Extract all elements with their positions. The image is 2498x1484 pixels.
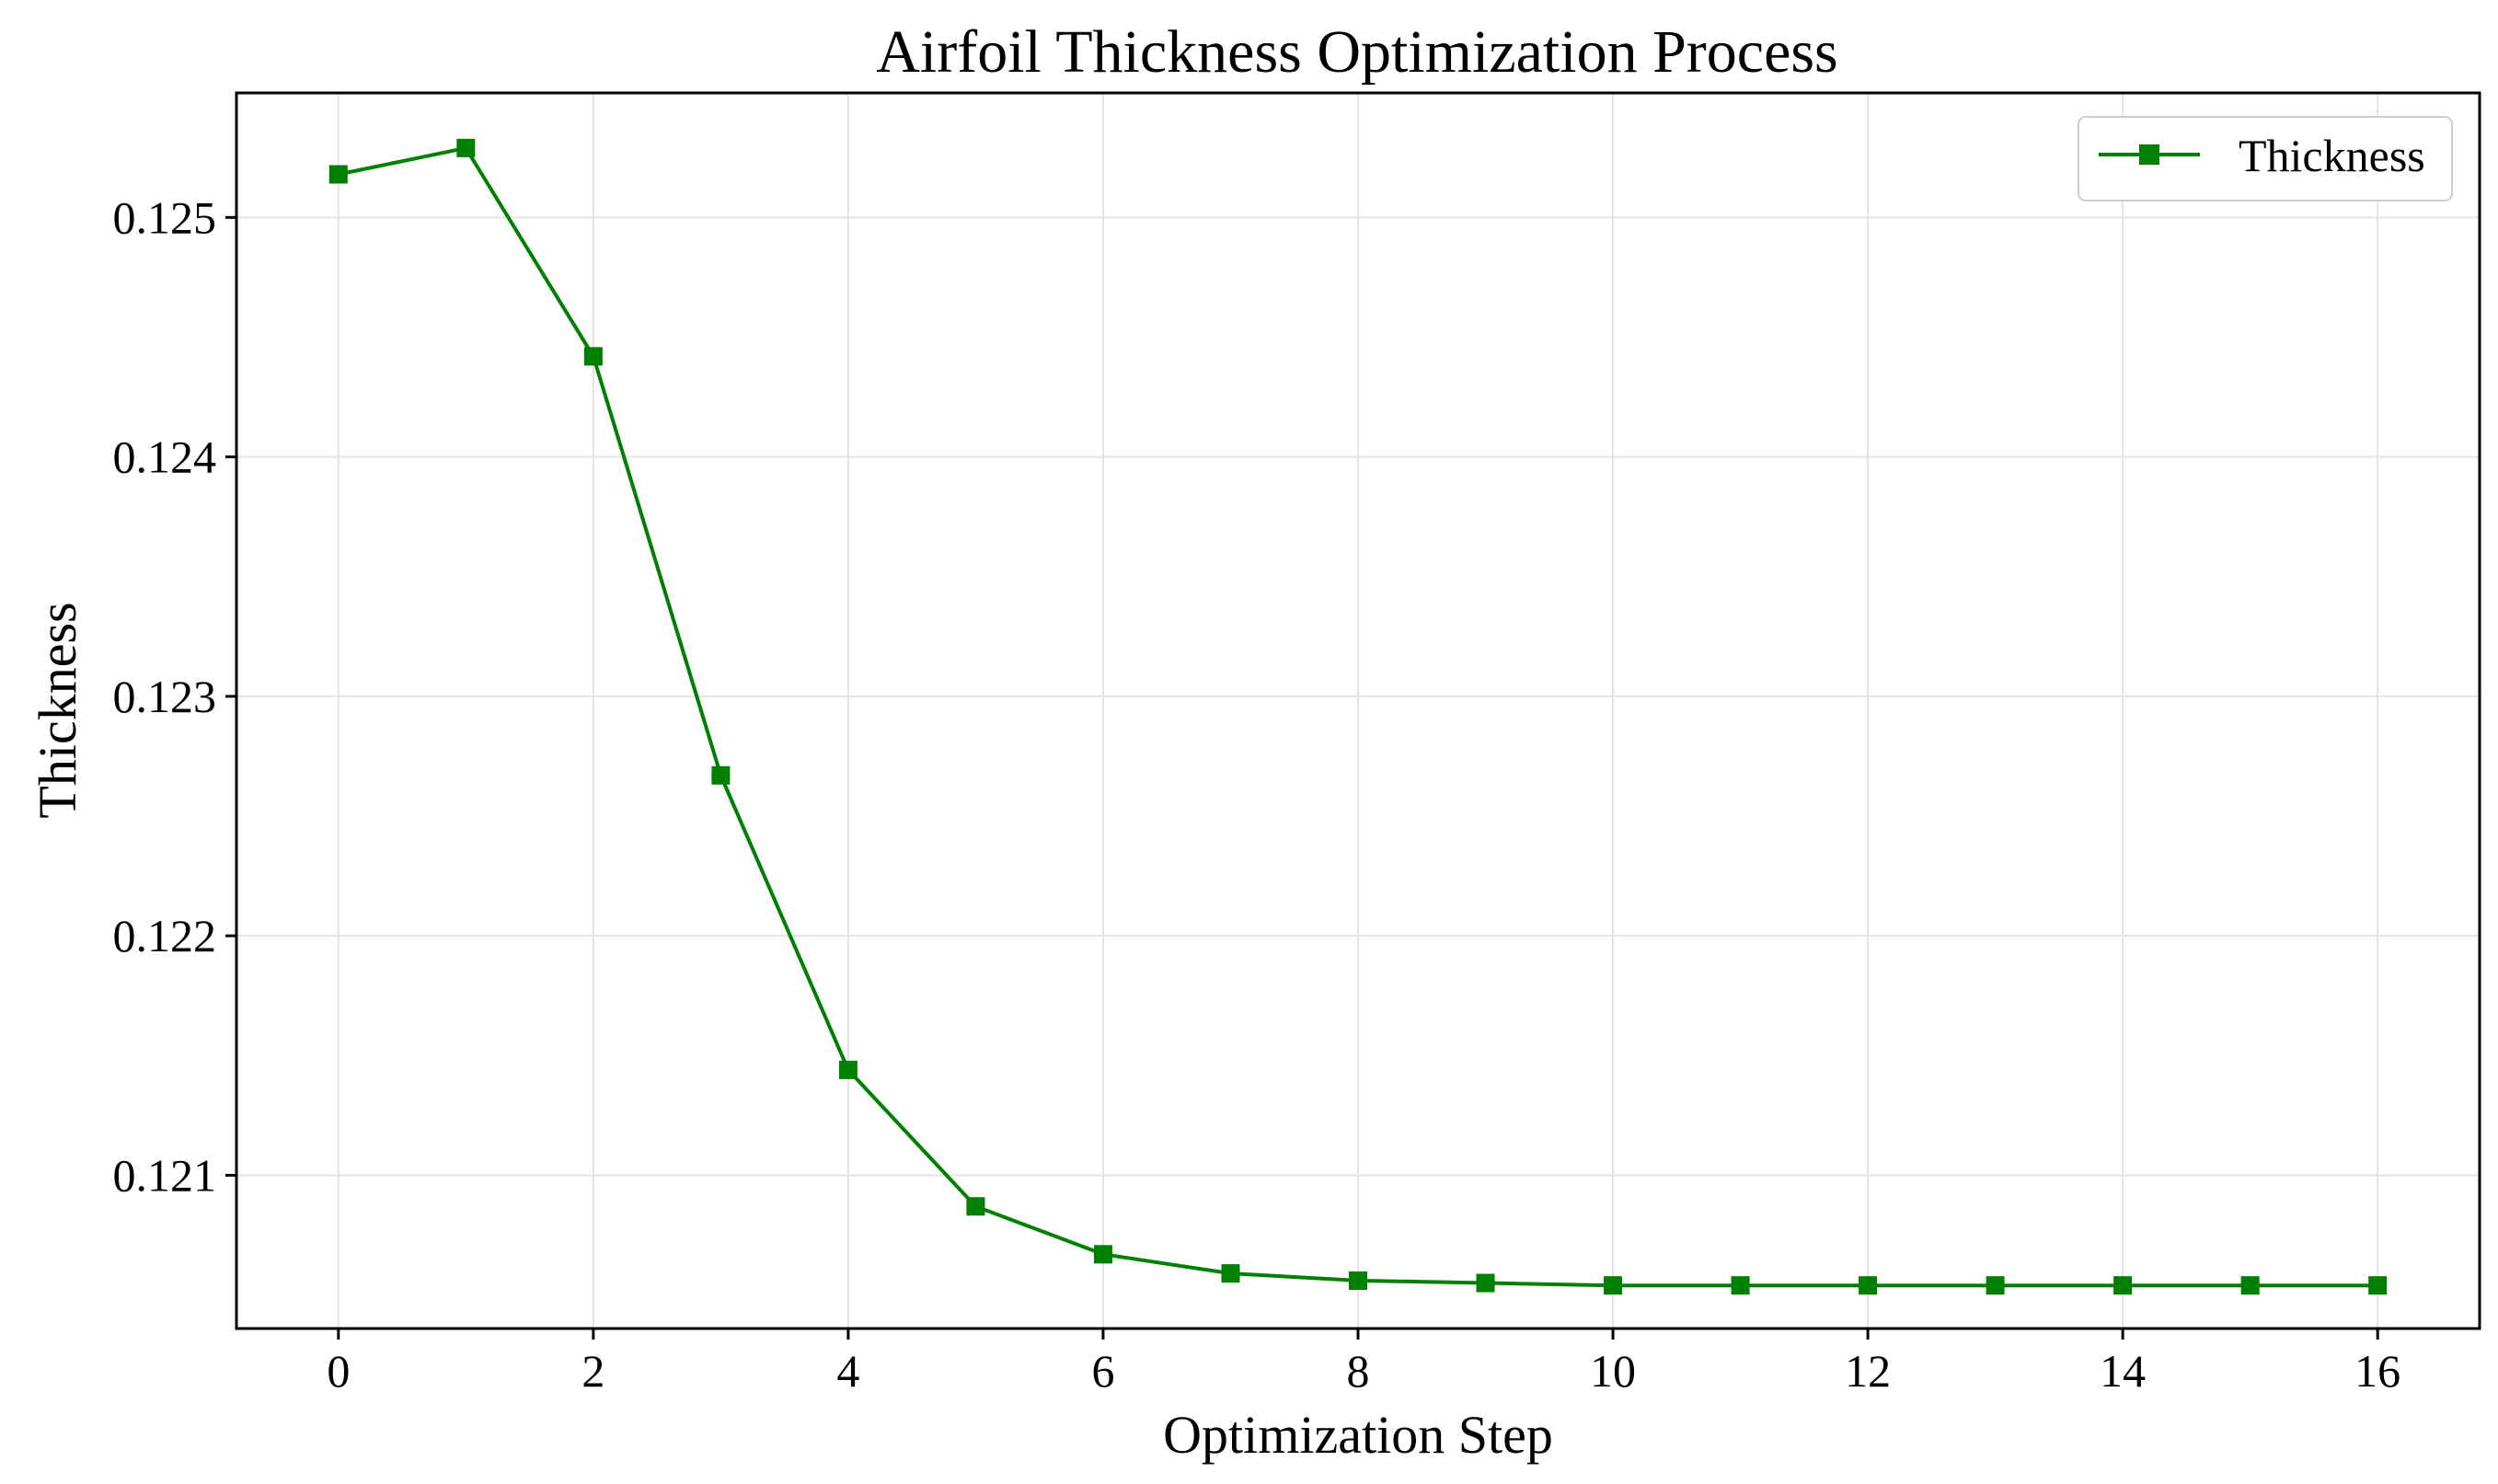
grid <box>236 93 2480 1329</box>
x-tick-label: 16 <box>2354 1345 2400 1397</box>
data-point-marker <box>2113 1276 2133 1295</box>
data-point-marker <box>328 165 348 184</box>
y-axis-ticks: 0.121 0.122 0.123 0.124 0.125 <box>113 191 236 1201</box>
y-tick-label: 0.121 <box>113 1149 217 1201</box>
x-tick-label: 6 <box>1091 1345 1114 1397</box>
legend: Thickness <box>2078 116 2453 201</box>
data-point-marker <box>1476 1273 1495 1293</box>
x-axis-label: Optimization Step <box>1163 1405 1553 1465</box>
data-point-marker <box>1859 1276 1878 1295</box>
x-tick-label: 12 <box>1845 1345 1891 1397</box>
data-point-marker <box>1986 1276 2005 1295</box>
x-tick-label: 8 <box>1347 1345 1370 1397</box>
x-tick-label: 4 <box>836 1345 859 1397</box>
data-point-marker <box>838 1060 858 1079</box>
data-point-marker <box>1731 1276 1750 1295</box>
x-tick-label: 14 <box>2100 1345 2146 1397</box>
series-thickness <box>328 138 2388 1295</box>
x-tick-label: 10 <box>1590 1345 1636 1397</box>
data-point-marker <box>1604 1276 1623 1295</box>
data-point-marker <box>2368 1276 2388 1295</box>
data-point-marker <box>456 138 476 157</box>
data-point-marker <box>2240 1276 2260 1295</box>
data-point-marker <box>1221 1264 1240 1283</box>
legend-square-marker <box>2139 144 2159 165</box>
data-point-marker <box>583 347 603 366</box>
y-tick-label: 0.122 <box>113 910 217 961</box>
data-point-marker <box>1349 1271 1367 1290</box>
data-point-marker <box>711 765 731 785</box>
data-point-marker <box>1093 1245 1112 1264</box>
legend-box <box>2078 116 2453 201</box>
y-tick-label: 0.124 <box>113 431 217 483</box>
legend-label: Thickness <box>2239 130 2425 181</box>
x-tick-label: 2 <box>581 1345 604 1397</box>
x-axis-ticks: 0 2 4 6 8 10 12 14 16 <box>327 1329 2400 1397</box>
y-axis-label: Thickness <box>28 602 87 818</box>
chart-title: Airfoil Thickness Optimization Process <box>876 18 1837 86</box>
y-tick-label: 0.125 <box>113 191 217 243</box>
y-tick-label: 0.123 <box>113 671 217 722</box>
data-point-marker <box>966 1197 985 1216</box>
x-tick-label: 0 <box>327 1345 350 1397</box>
